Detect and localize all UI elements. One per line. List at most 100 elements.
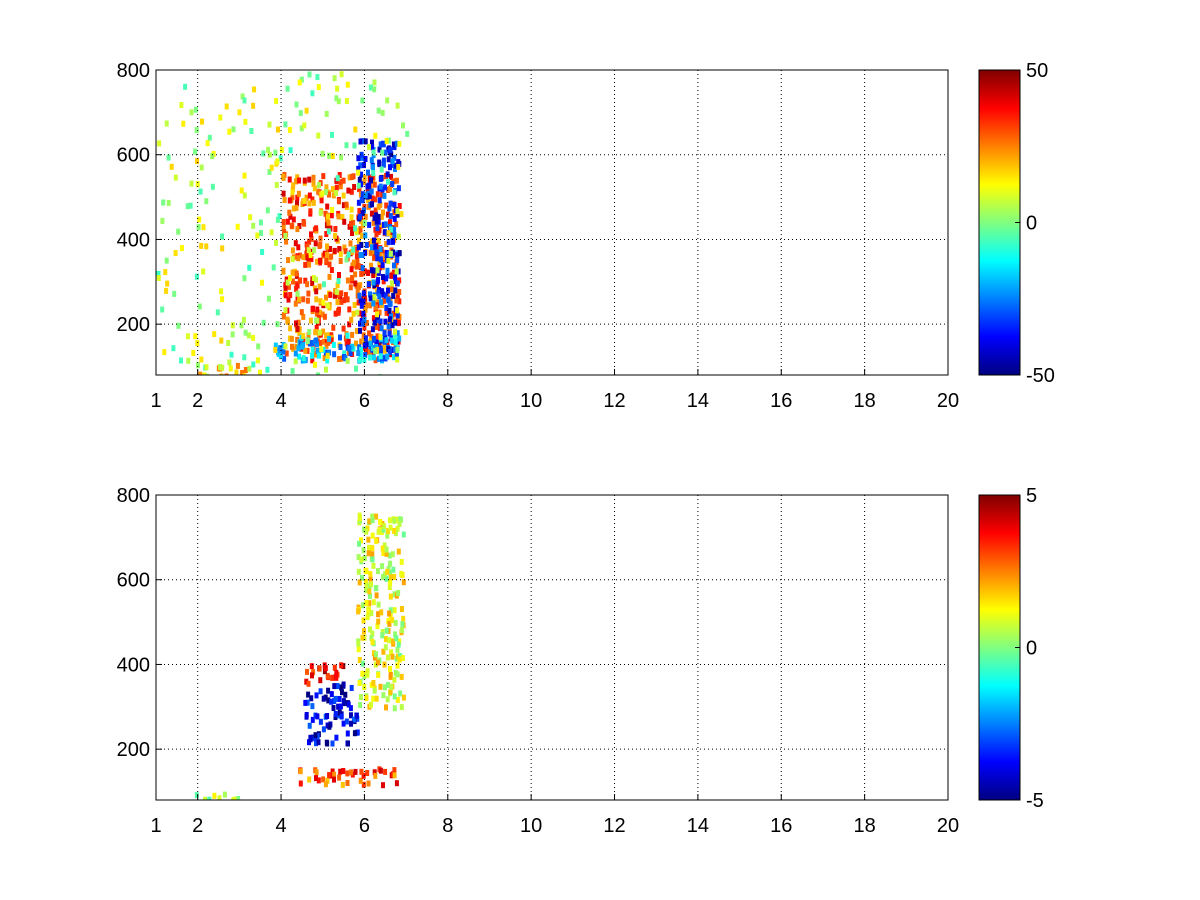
heatmap-cell (362, 555, 367, 562)
heatmap-cell (332, 292, 337, 299)
heatmap-cell (369, 635, 374, 642)
x-tick-label: 8 (442, 390, 453, 412)
heatmap-cell (299, 76, 304, 83)
heatmap-cell (396, 590, 401, 596)
heatmap-cell (357, 540, 361, 547)
heatmap-cell (359, 242, 364, 248)
heatmap-cell (363, 249, 367, 256)
heatmap-cell (347, 345, 352, 352)
heatmap-cell (358, 213, 363, 220)
heatmap-cell (220, 233, 225, 240)
heatmap-cell (324, 257, 329, 264)
heatmap-cell (345, 730, 350, 737)
heatmap-cell (334, 674, 339, 681)
heatmap-cell (319, 346, 324, 352)
heatmap-cell (366, 610, 371, 617)
heatmap-cell (231, 797, 236, 800)
heatmap-cell (392, 591, 397, 598)
heatmap-cell (326, 697, 331, 704)
heatmap-cell (388, 665, 392, 672)
heatmap-cell (351, 310, 356, 317)
heatmap-cell (314, 276, 318, 283)
heatmap-cell (189, 180, 194, 187)
heatmap-cell (357, 176, 362, 183)
heatmap-cell (336, 98, 341, 105)
heatmap-cell (381, 274, 385, 280)
heatmap-cell (207, 134, 212, 141)
heatmap-cell (362, 324, 367, 331)
heatmap-cell (370, 244, 374, 251)
heatmap-cell (361, 547, 366, 554)
heatmap-cell (295, 194, 300, 201)
heatmap-cell (330, 131, 334, 138)
heatmap-cell (242, 373, 247, 375)
heatmap-cell (309, 235, 314, 242)
heatmap-cell (383, 184, 388, 191)
heatmap-cell (227, 359, 232, 366)
heatmap-cell (392, 189, 397, 196)
heatmap-cell (383, 636, 388, 643)
heatmap-cell (313, 361, 317, 368)
x-tick-label: 6 (359, 390, 370, 412)
heatmap-cell (341, 720, 346, 727)
heatmap-cell (367, 221, 372, 228)
heatmap-cell (329, 212, 334, 219)
heatmap-cell (306, 247, 311, 254)
heatmap-cell (261, 150, 266, 157)
heatmap-cell (202, 372, 207, 375)
heatmap-cell (359, 181, 364, 188)
heatmap-cell (304, 678, 309, 685)
heatmap-cell (352, 302, 357, 308)
heatmap-cell (373, 244, 378, 251)
heatmap-cell (376, 214, 381, 220)
heatmap-cell (390, 551, 395, 558)
heatmap-cell (311, 669, 316, 676)
heatmap-cell (321, 173, 326, 180)
heatmap-cell (255, 357, 260, 364)
heatmap-cell (367, 354, 372, 361)
heatmap-cell (393, 328, 397, 335)
heatmap-cell (314, 225, 319, 232)
heatmap-cell (378, 334, 383, 341)
heatmap-cell (322, 250, 327, 257)
heatmap-cell (362, 220, 367, 227)
heatmap-cell (403, 329, 408, 336)
heatmap-cell (324, 184, 329, 191)
heatmap-cell (283, 233, 288, 239)
heatmap-cell (315, 317, 320, 324)
heatmap-cell (359, 151, 364, 158)
heatmap-cell (386, 137, 391, 144)
heatmap-cell (377, 340, 382, 347)
heatmap-cell (368, 576, 373, 583)
heatmap-cell (339, 684, 344, 691)
heatmap-cell (297, 79, 302, 86)
heatmap-cell (361, 298, 366, 305)
heatmap-cell (364, 695, 369, 702)
heatmap-cell (293, 300, 298, 307)
heatmap-cell (248, 214, 253, 221)
heatmap-cell (326, 219, 331, 226)
heatmap-cell (392, 201, 397, 208)
heatmap-cell (281, 225, 286, 231)
heatmap-cell (165, 280, 170, 287)
heatmap-cell (360, 660, 365, 667)
heatmap-cell (185, 333, 190, 340)
heatmap-cell (392, 232, 397, 238)
heatmap-cell (367, 518, 372, 525)
heatmap-cell (364, 528, 369, 535)
heatmap-cell (289, 335, 294, 342)
y-tick-label: 600 (117, 145, 150, 167)
heatmap-cell (239, 187, 244, 194)
heatmap-cell (327, 261, 332, 268)
heatmap-cell (295, 200, 299, 207)
heatmap-cell (353, 126, 358, 133)
heatmap-cell (290, 189, 295, 196)
heatmap-cell (207, 796, 212, 800)
heatmap-cell (299, 125, 304, 132)
heatmap-cell (284, 350, 289, 357)
heatmap-cell (317, 352, 321, 359)
heatmap-cell (203, 796, 207, 800)
heatmap-cell (389, 286, 394, 293)
heatmap-cell (351, 259, 356, 266)
heatmap-cell (321, 328, 326, 335)
